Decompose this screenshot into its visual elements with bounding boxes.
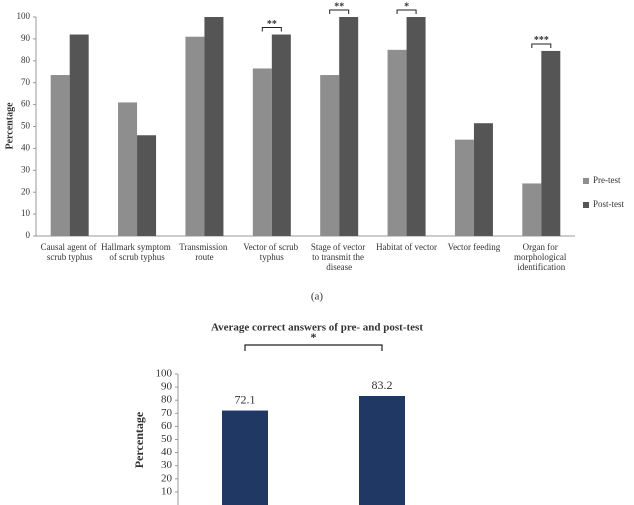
x-tick-label: Organ for morphological identification <box>514 242 569 272</box>
significance-label: * <box>311 330 317 344</box>
y-tick-label: 50 <box>161 433 173 445</box>
x-tick-label: Habitat of vector <box>376 242 437 252</box>
y-tick-label: 60 <box>161 420 173 432</box>
y-tick-label: 80 <box>21 55 31 65</box>
bar <box>137 135 157 236</box>
bar <box>387 49 407 236</box>
y-tick-label: 80 <box>161 394 173 406</box>
significance-bracket <box>329 9 350 14</box>
bar <box>359 396 405 505</box>
y-tick-label: 90 <box>161 381 173 393</box>
bar <box>222 410 268 505</box>
y-tick-label: 10 <box>21 208 31 218</box>
bar <box>252 68 272 236</box>
bar <box>454 139 474 236</box>
bar <box>118 102 138 236</box>
data-label: 72.1 <box>235 392 256 406</box>
bar <box>204 17 224 236</box>
y-tick-label: 20 <box>21 186 31 196</box>
significance-label: * <box>404 1 409 12</box>
y-tick-label: 10 <box>161 485 173 497</box>
significance-label: ** <box>334 1 344 12</box>
y-tick-label: 20 <box>161 472 173 484</box>
y-tick-label: 70 <box>21 77 31 87</box>
y-tick-label: 100 <box>17 11 31 21</box>
y-axis-label: Percentage <box>4 102 15 150</box>
y-tick-label: 50 <box>21 121 31 131</box>
bar <box>185 36 205 237</box>
significance-bracket <box>531 43 552 48</box>
y-tick-label: 30 <box>161 459 173 471</box>
significance-label: *** <box>534 35 549 46</box>
bar <box>339 17 359 236</box>
chart-title: Average correct answers of pre- and post… <box>211 322 423 334</box>
bar <box>271 34 291 236</box>
bar <box>473 123 493 236</box>
y-tick-label: 40 <box>21 142 31 152</box>
y-tick-label: 100 <box>156 368 173 380</box>
y-tick-label: 30 <box>21 164 31 174</box>
legend-label: Post-test <box>593 199 625 209</box>
x-tick-label: Hallmark symptom of scrub typhus <box>101 242 173 262</box>
bar <box>406 17 426 236</box>
y-tick-label: 60 <box>21 99 31 109</box>
bar <box>50 75 70 236</box>
x-tick-label: Vector feeding <box>448 242 501 252</box>
y-tick-label: 70 <box>161 407 173 419</box>
x-tick-label: Causal agent of scrub typhus <box>41 242 99 262</box>
significance-bracket <box>244 344 383 351</box>
y-axis-label: Percentage <box>132 411 146 468</box>
y-tick-label: 0 <box>26 230 31 240</box>
x-tick-label: Stage of vector to transmit the disease <box>311 242 368 272</box>
y-tick-label: 40 <box>161 446 173 458</box>
bar <box>541 50 561 236</box>
x-tick-label: Transmission route <box>179 242 229 262</box>
data-label: 83.2 <box>372 378 393 392</box>
bar <box>320 75 340 236</box>
bar <box>69 34 89 236</box>
legend-label: Pre-test <box>593 175 621 185</box>
y-tick-label: 90 <box>21 33 31 43</box>
caption: (a) <box>311 291 324 303</box>
legend-swatch <box>583 178 589 184</box>
significance-bracket <box>396 9 417 14</box>
bar <box>522 183 542 236</box>
legend-swatch <box>583 202 589 208</box>
x-tick-label: Vector of scrub typhus <box>243 242 300 262</box>
significance-label: ** <box>267 19 277 30</box>
significance-bracket <box>261 27 282 32</box>
